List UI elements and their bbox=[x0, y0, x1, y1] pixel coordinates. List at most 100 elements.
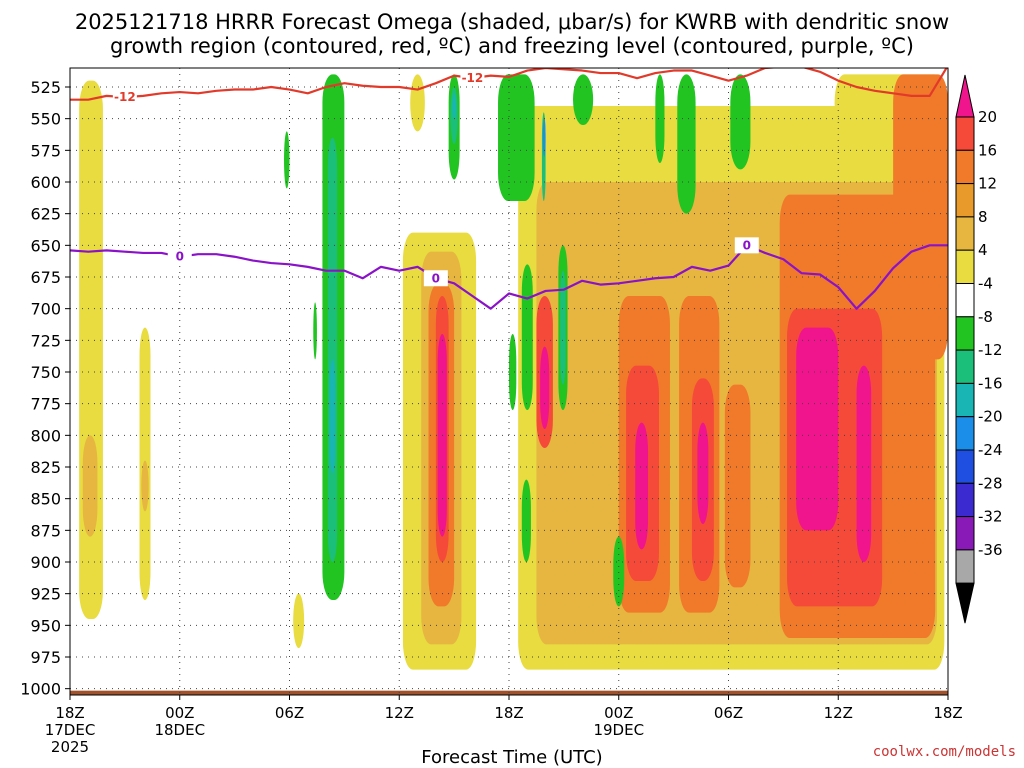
y-tick-label-19: 1000 bbox=[20, 680, 61, 699]
y-axis: 525 550 575 600 625 650 675 700 725 750 775 800 825 8… bbox=[20, 78, 70, 699]
freezing-contour-label-0-bg bbox=[167, 248, 192, 265]
colorbar-swatch-14 bbox=[955, 549, 975, 584]
omega-region-5-13 bbox=[730, 74, 751, 170]
x-tick-label-0-1: 17DEC bbox=[45, 721, 96, 739]
colorbar-label-11: -28 bbox=[978, 474, 1003, 492]
omega-region-1-1 bbox=[141, 460, 149, 512]
dendritic-contour-label-0-bg bbox=[112, 89, 137, 106]
x-tick-label-8-0: 18Z bbox=[933, 704, 962, 722]
colorbar-swatch-12 bbox=[955, 482, 975, 518]
colorbar-label-0: 20 bbox=[978, 108, 997, 126]
omega-region-5-6 bbox=[521, 264, 533, 410]
omega-region-5-12 bbox=[677, 74, 696, 214]
colorbar-swatch-10 bbox=[955, 416, 975, 451]
y-tick-label-5: 650 bbox=[30, 236, 61, 255]
omega-region-1-0 bbox=[82, 435, 98, 537]
y-tick-label-9: 750 bbox=[30, 363, 61, 382]
omega-region-7-1 bbox=[452, 93, 456, 119]
colorbar-label-9: -20 bbox=[978, 408, 1003, 426]
omega-region-4-5 bbox=[856, 365, 872, 562]
y-tick-label-8: 725 bbox=[30, 331, 61, 350]
y-tick-label-17: 950 bbox=[30, 616, 61, 635]
x-tick-label-4-0: 18Z bbox=[494, 704, 523, 722]
colorbar-swatch-7 bbox=[955, 316, 975, 351]
dendritic-contour-line bbox=[70, 68, 948, 101]
x-tick-label-2-0: 06Z bbox=[275, 704, 304, 722]
grid-lines bbox=[70, 68, 948, 695]
y-tick-label-11: 800 bbox=[30, 426, 61, 445]
x-tick-label-1-0: 00Z bbox=[165, 704, 194, 722]
dendritic-contour-label-0: -12 bbox=[114, 90, 136, 104]
omega-region-6-3 bbox=[560, 270, 566, 385]
colorbar-swatch-6 bbox=[955, 283, 975, 318]
dendritic-contour-label-1-group: -12 bbox=[460, 70, 485, 87]
omega-region-4-2 bbox=[635, 422, 649, 550]
omega-region-5-9 bbox=[573, 74, 594, 125]
omega-region-2-3 bbox=[724, 384, 751, 588]
omega-region-7-0 bbox=[329, 359, 336, 474]
contours: -12 -12 0 0 0 bbox=[70, 68, 948, 310]
chart-title-line1: 2025121718 HRRR Forecast Omega (shaded, … bbox=[75, 10, 949, 34]
omega-region-0-0 bbox=[79, 80, 103, 619]
x-tick-label-1-1: 18DEC bbox=[154, 721, 205, 739]
omega-region-5-7 bbox=[521, 479, 531, 562]
freezing-contour-label-1-group: 0 bbox=[423, 270, 448, 287]
y-tick-label-14: 875 bbox=[30, 521, 61, 540]
y-tick-label-18: 975 bbox=[30, 648, 61, 667]
freezing-contour-label-2-bg bbox=[734, 237, 759, 254]
freezing-contour-label-1: 0 bbox=[432, 271, 440, 285]
chart-title-line2: growth region (contoured, red, ºC) and f… bbox=[110, 34, 914, 58]
omega-region-5-0 bbox=[284, 131, 290, 189]
credit-text: coolwx.com/models bbox=[873, 744, 1016, 760]
colorbar-label-3: 8 bbox=[978, 208, 988, 226]
colorbar-top-arrow bbox=[955, 74, 975, 118]
y-tick-label-10: 775 bbox=[30, 395, 61, 414]
freezing-contour-label-0-group: 0 bbox=[167, 248, 192, 265]
colorbar-label-10: -24 bbox=[978, 441, 1003, 459]
dendritic-contour-label-1: -12 bbox=[462, 71, 484, 85]
y-tick-label-3: 600 bbox=[30, 173, 61, 192]
y-tick-label-13: 850 bbox=[30, 490, 61, 509]
x-tick-label-5-1: 19DEC bbox=[593, 721, 644, 739]
x-tick-label-0-2: 2025 bbox=[51, 738, 89, 756]
colorbar-label-2: 12 bbox=[978, 175, 997, 193]
omega-region-5-10 bbox=[613, 536, 625, 607]
omega-region-5-4 bbox=[498, 74, 535, 201]
x-tick-label-5-0: 00Z bbox=[604, 704, 633, 722]
colorbar-bottom-arrow bbox=[955, 582, 975, 624]
omega-region-2-5 bbox=[893, 74, 948, 360]
colorbar-swatch-5 bbox=[955, 249, 975, 284]
dendritic-contour-label-0-group: -12 bbox=[112, 89, 137, 106]
freezing-contour-label-2: 0 bbox=[743, 238, 751, 252]
y-tick-label-6: 675 bbox=[30, 268, 61, 287]
omega-region-4-1 bbox=[540, 346, 550, 429]
colorbar-label-8: -16 bbox=[978, 374, 1003, 392]
omega-region-8-0 bbox=[542, 118, 546, 157]
x-tick-label-7-0: 12Z bbox=[824, 704, 853, 722]
y-tick-label-2: 575 bbox=[30, 141, 61, 160]
colorbar-label-6: -8 bbox=[978, 308, 993, 326]
omega-region-6-0 bbox=[327, 137, 338, 562]
omega-region-5-11 bbox=[655, 74, 665, 163]
omega-region-5-1 bbox=[313, 302, 317, 360]
omega-region-4-4 bbox=[796, 327, 839, 531]
colorbar: 20 16 12 8 4 -4 -8 -12 -16 -20 -24 -28 -32 -36 bbox=[955, 74, 1003, 624]
freezing-level-contour-line bbox=[70, 244, 948, 310]
colorbar-swatch-11 bbox=[955, 449, 975, 484]
x-axis-label: Forecast Time (UTC) bbox=[421, 747, 602, 768]
dendritic-contour-label-1-bg bbox=[460, 70, 485, 87]
y-tick-label-16: 925 bbox=[30, 585, 61, 604]
colorbar-swatch-4 bbox=[955, 216, 975, 251]
y-tick-label-7: 700 bbox=[30, 300, 61, 319]
y-tick-label-1: 550 bbox=[30, 110, 61, 129]
omega-region-0-2 bbox=[293, 593, 305, 649]
freezing-contour-label-1-bg bbox=[423, 270, 448, 287]
colorbar-swatch-13 bbox=[955, 516, 975, 551]
omega-shading bbox=[79, 74, 948, 670]
x-tick-label-0-0: 18Z bbox=[55, 704, 84, 722]
colorbar-label-13: -36 bbox=[978, 541, 1003, 559]
colorbar-label-5: -4 bbox=[978, 275, 993, 293]
y-tick-label-4: 625 bbox=[30, 205, 61, 224]
colorbar-swatch-2 bbox=[955, 149, 975, 185]
